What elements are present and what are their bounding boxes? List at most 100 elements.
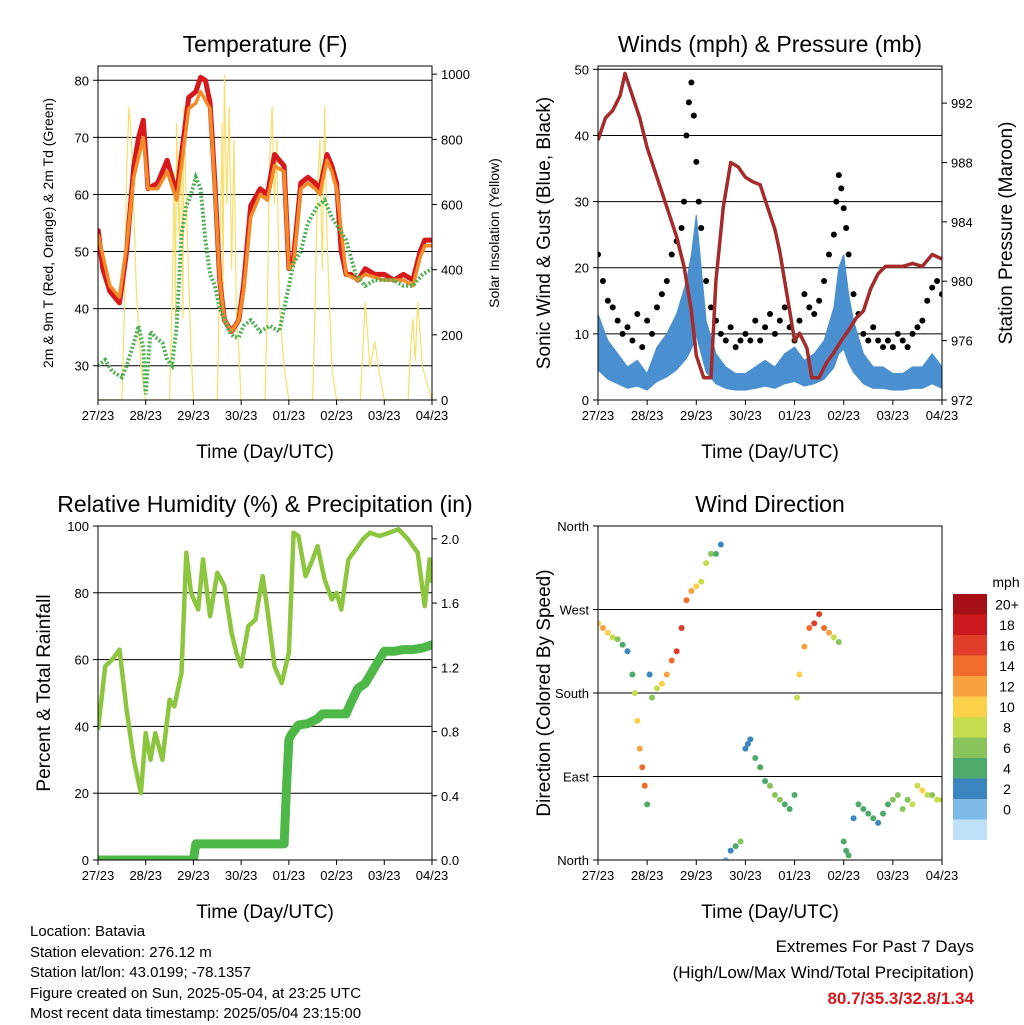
- gust-point: [909, 330, 916, 337]
- x-tick-label: 02/23: [827, 868, 860, 883]
- gust-point: [771, 330, 778, 337]
- x-tick-label: 03/23: [877, 868, 910, 883]
- x-tick-label: 27/23: [582, 408, 615, 423]
- y-right-tick-label: 972: [951, 393, 973, 408]
- x-tick-label: 29/23: [177, 408, 210, 423]
- gust-point: [624, 324, 631, 331]
- x-tick-label: 04/23: [926, 408, 959, 423]
- direction-point: [939, 796, 942, 803]
- legend-label: 12: [999, 678, 1015, 694]
- x-tick-label: 01/23: [778, 868, 811, 883]
- direction-point: [843, 847, 850, 854]
- legend-label: 14: [999, 658, 1015, 674]
- extremes-title: Extremes For Past 7 Days: [775, 937, 974, 956]
- direction-point: [624, 648, 631, 655]
- direction-point: [727, 847, 734, 854]
- x-tick-label: 04/23: [416, 868, 449, 883]
- legend-swatch: [953, 614, 987, 635]
- gust-point: [899, 337, 906, 344]
- legend-label: 20+: [995, 596, 1019, 612]
- gust-point: [727, 324, 734, 331]
- y-right-tick-label: 200: [441, 328, 463, 343]
- direction-point: [919, 787, 926, 794]
- gust-point: [685, 99, 692, 106]
- series-station-pressure: [598, 71, 942, 380]
- figure-created: Figure created on Sun, 2025-05-04, at 23…: [30, 984, 362, 1002]
- y-tick-label: 100: [67, 519, 89, 534]
- x-tick-label: 02/23: [827, 408, 860, 423]
- gust-point: [737, 337, 744, 344]
- direction-point: [649, 694, 656, 701]
- x-axis-label: Time (Day/UTC): [701, 902, 839, 923]
- direction-point: [830, 634, 837, 641]
- direction-point: [599, 625, 606, 632]
- legend-swatch: [953, 778, 987, 799]
- y-right-tick-label: 0.4: [441, 789, 459, 804]
- direction-point: [717, 541, 724, 548]
- direction-point: [644, 801, 651, 808]
- gust-point: [752, 317, 759, 324]
- x-tick-label: 03/23: [368, 868, 401, 883]
- legend-swatch: [953, 758, 987, 779]
- gust-point: [668, 251, 675, 258]
- y-tick-label: 60: [75, 187, 89, 202]
- y-axis-label: Percent & Total Rainfall: [34, 594, 55, 791]
- direction-point: [636, 745, 643, 752]
- gust-point: [747, 337, 754, 344]
- direction-point: [870, 815, 877, 822]
- y-right-tick-label: 0.0: [441, 853, 459, 868]
- x-tick-label: 29/23: [177, 868, 210, 883]
- gust-point: [801, 291, 808, 298]
- gust-point: [884, 337, 891, 344]
- series-solar-insolation: [98, 74, 432, 400]
- y-tick-label: 50: [575, 62, 589, 77]
- y-right-tick-label: 1000: [441, 67, 470, 82]
- direction-point: [934, 796, 941, 803]
- direction-point: [693, 583, 700, 590]
- x-tick-label: 01/23: [273, 868, 306, 883]
- direction-point: [641, 782, 648, 789]
- y-tick-label: North: [557, 519, 589, 534]
- y-right-tick-label: 976: [951, 334, 973, 349]
- legend-label: 10: [999, 699, 1015, 715]
- direction-point: [639, 764, 646, 771]
- x-tick-label: 29/23: [680, 868, 713, 883]
- gust-point: [732, 344, 739, 351]
- legend-label: 4: [1003, 760, 1011, 776]
- x-tick-label: 03/23: [877, 408, 910, 423]
- direction-point: [811, 620, 818, 627]
- gust-point: [683, 132, 690, 139]
- gust-point: [875, 337, 882, 344]
- gust-point: [639, 344, 646, 351]
- extremes-subtitle: (High/Low/Max Wind/Total Precipitation): [672, 963, 974, 982]
- gust-point: [919, 317, 926, 324]
- gust-point: [781, 304, 788, 311]
- direction-point: [668, 657, 675, 664]
- direction-point: [619, 641, 626, 648]
- direction-point: [840, 838, 847, 845]
- y-tick-label: 30: [575, 195, 589, 210]
- y-right-tick-label: 980: [951, 274, 973, 289]
- gust-point: [698, 225, 705, 232]
- gust-point: [653, 304, 660, 311]
- gust-point: [838, 185, 845, 192]
- direction-point: [889, 796, 896, 803]
- y-tick-label: 80: [75, 73, 89, 88]
- legend-label: 16: [999, 637, 1015, 653]
- chart-panel-2: Relative Humidity (%) & Precipitation (i…: [34, 491, 473, 923]
- gust-point: [598, 251, 601, 258]
- data-layer: [98, 74, 432, 400]
- legend-label: 2: [1003, 781, 1011, 797]
- x-tick-label: 28/23: [631, 868, 664, 883]
- gust-point: [904, 344, 911, 351]
- direction-point: [860, 805, 867, 812]
- direction-point: [698, 578, 705, 585]
- direction-point: [598, 620, 601, 627]
- y-right-tick-label: 1.2: [441, 660, 459, 675]
- gust-point: [703, 277, 710, 284]
- x-tick-label: 27/23: [82, 408, 115, 423]
- direction-point: [604, 629, 611, 636]
- chart-title: Relative Humidity (%) & Precipitation (i…: [57, 491, 472, 517]
- legend-swatch: [953, 676, 987, 697]
- direction-point: [703, 560, 710, 567]
